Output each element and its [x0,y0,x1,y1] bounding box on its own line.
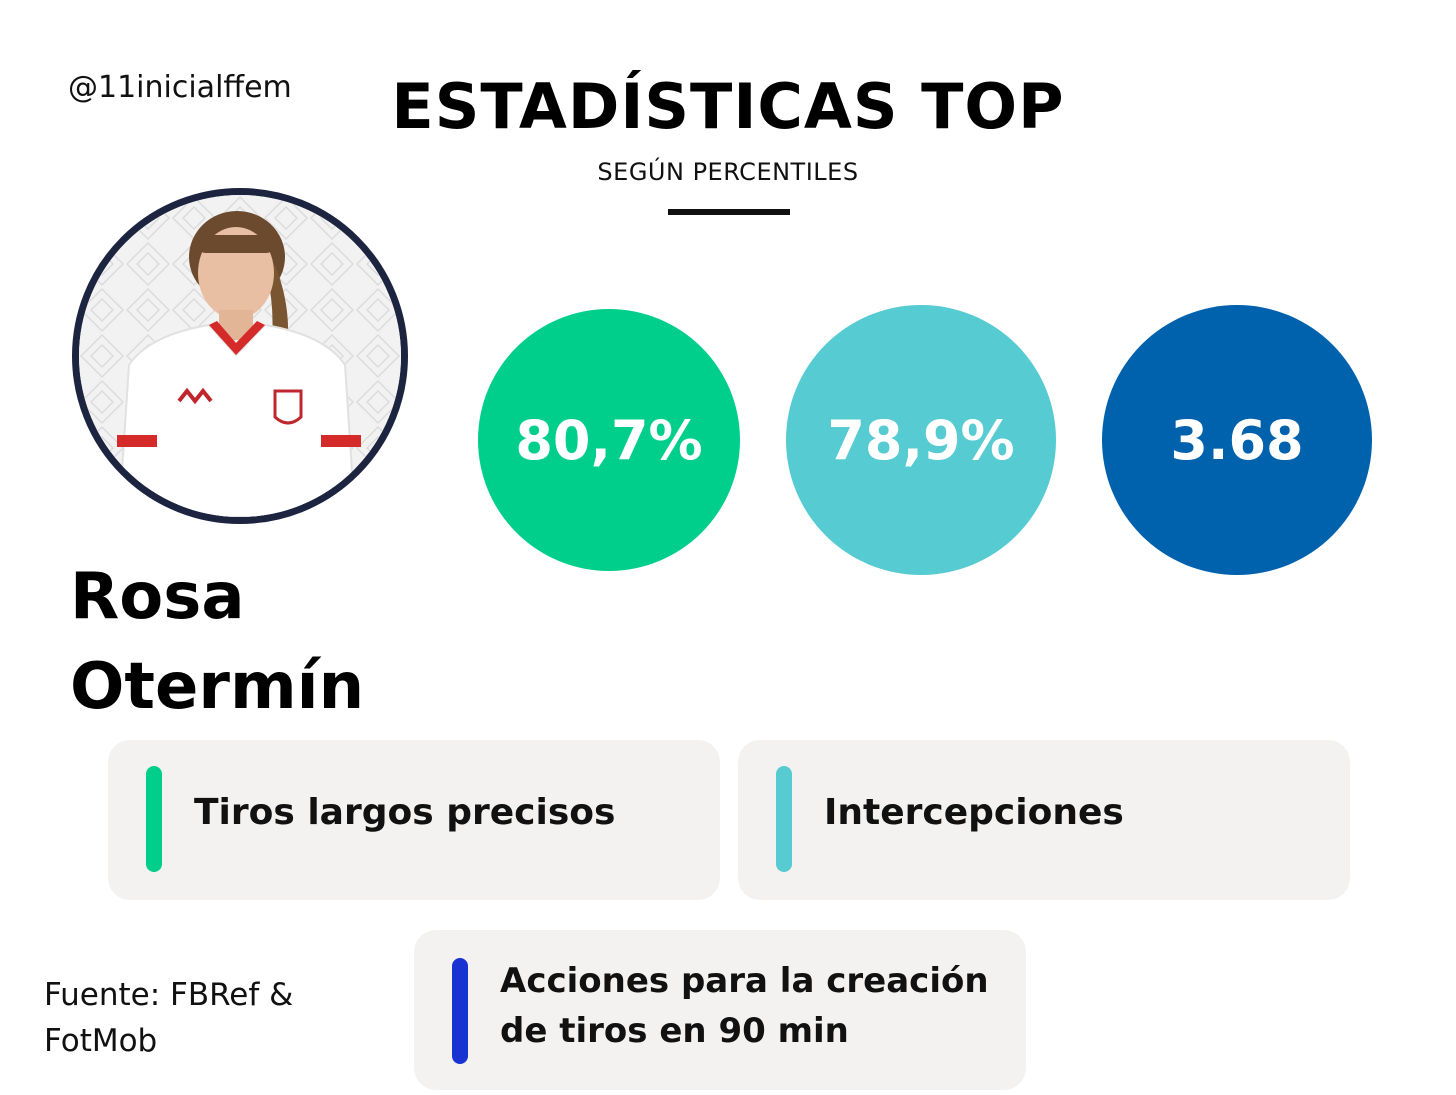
player-photo [79,195,401,517]
stat-circle-shot-creating-actions: 3.68 [1102,305,1372,575]
player-first-name: Rosa [70,560,245,634]
social-handle: @11inicialffem [68,70,292,105]
player-avatar [72,188,408,524]
stat-card-interceptions: Intercepciones [738,740,1350,900]
stat-circle-interceptions: 78,9% [786,305,1056,575]
title-divider [668,209,790,215]
stat-circle-long-passes: 80,7% [478,309,740,571]
stat-value: 80,7% [515,408,703,472]
stat-color-bar [146,766,162,872]
stat-card-shot-creating-actions: Acciones para la creación de tiros en 90… [414,930,1026,1090]
stat-card-long-passes: Tiros largos precisos [108,740,720,900]
player-last-name: Otermín [70,650,365,724]
stat-color-bar [452,958,468,1064]
page-subtitle: SEGÚN PERCENTILES [597,158,859,186]
data-source: Fuente: FBRef & FotMob [44,977,294,1059]
stat-value: 78,9% [827,408,1015,472]
stat-label: Intercepciones [824,792,1124,833]
stat-label: Acciones para la creación de tiros en 90… [500,961,989,1051]
page-title: ESTADÍSTICAS TOP [391,70,1065,143]
stat-label: Tiros largos precisos [194,792,616,833]
player-name: Rosa Otermín [70,552,364,732]
stat-value: 3.68 [1170,408,1304,472]
stat-color-bar [776,766,792,872]
